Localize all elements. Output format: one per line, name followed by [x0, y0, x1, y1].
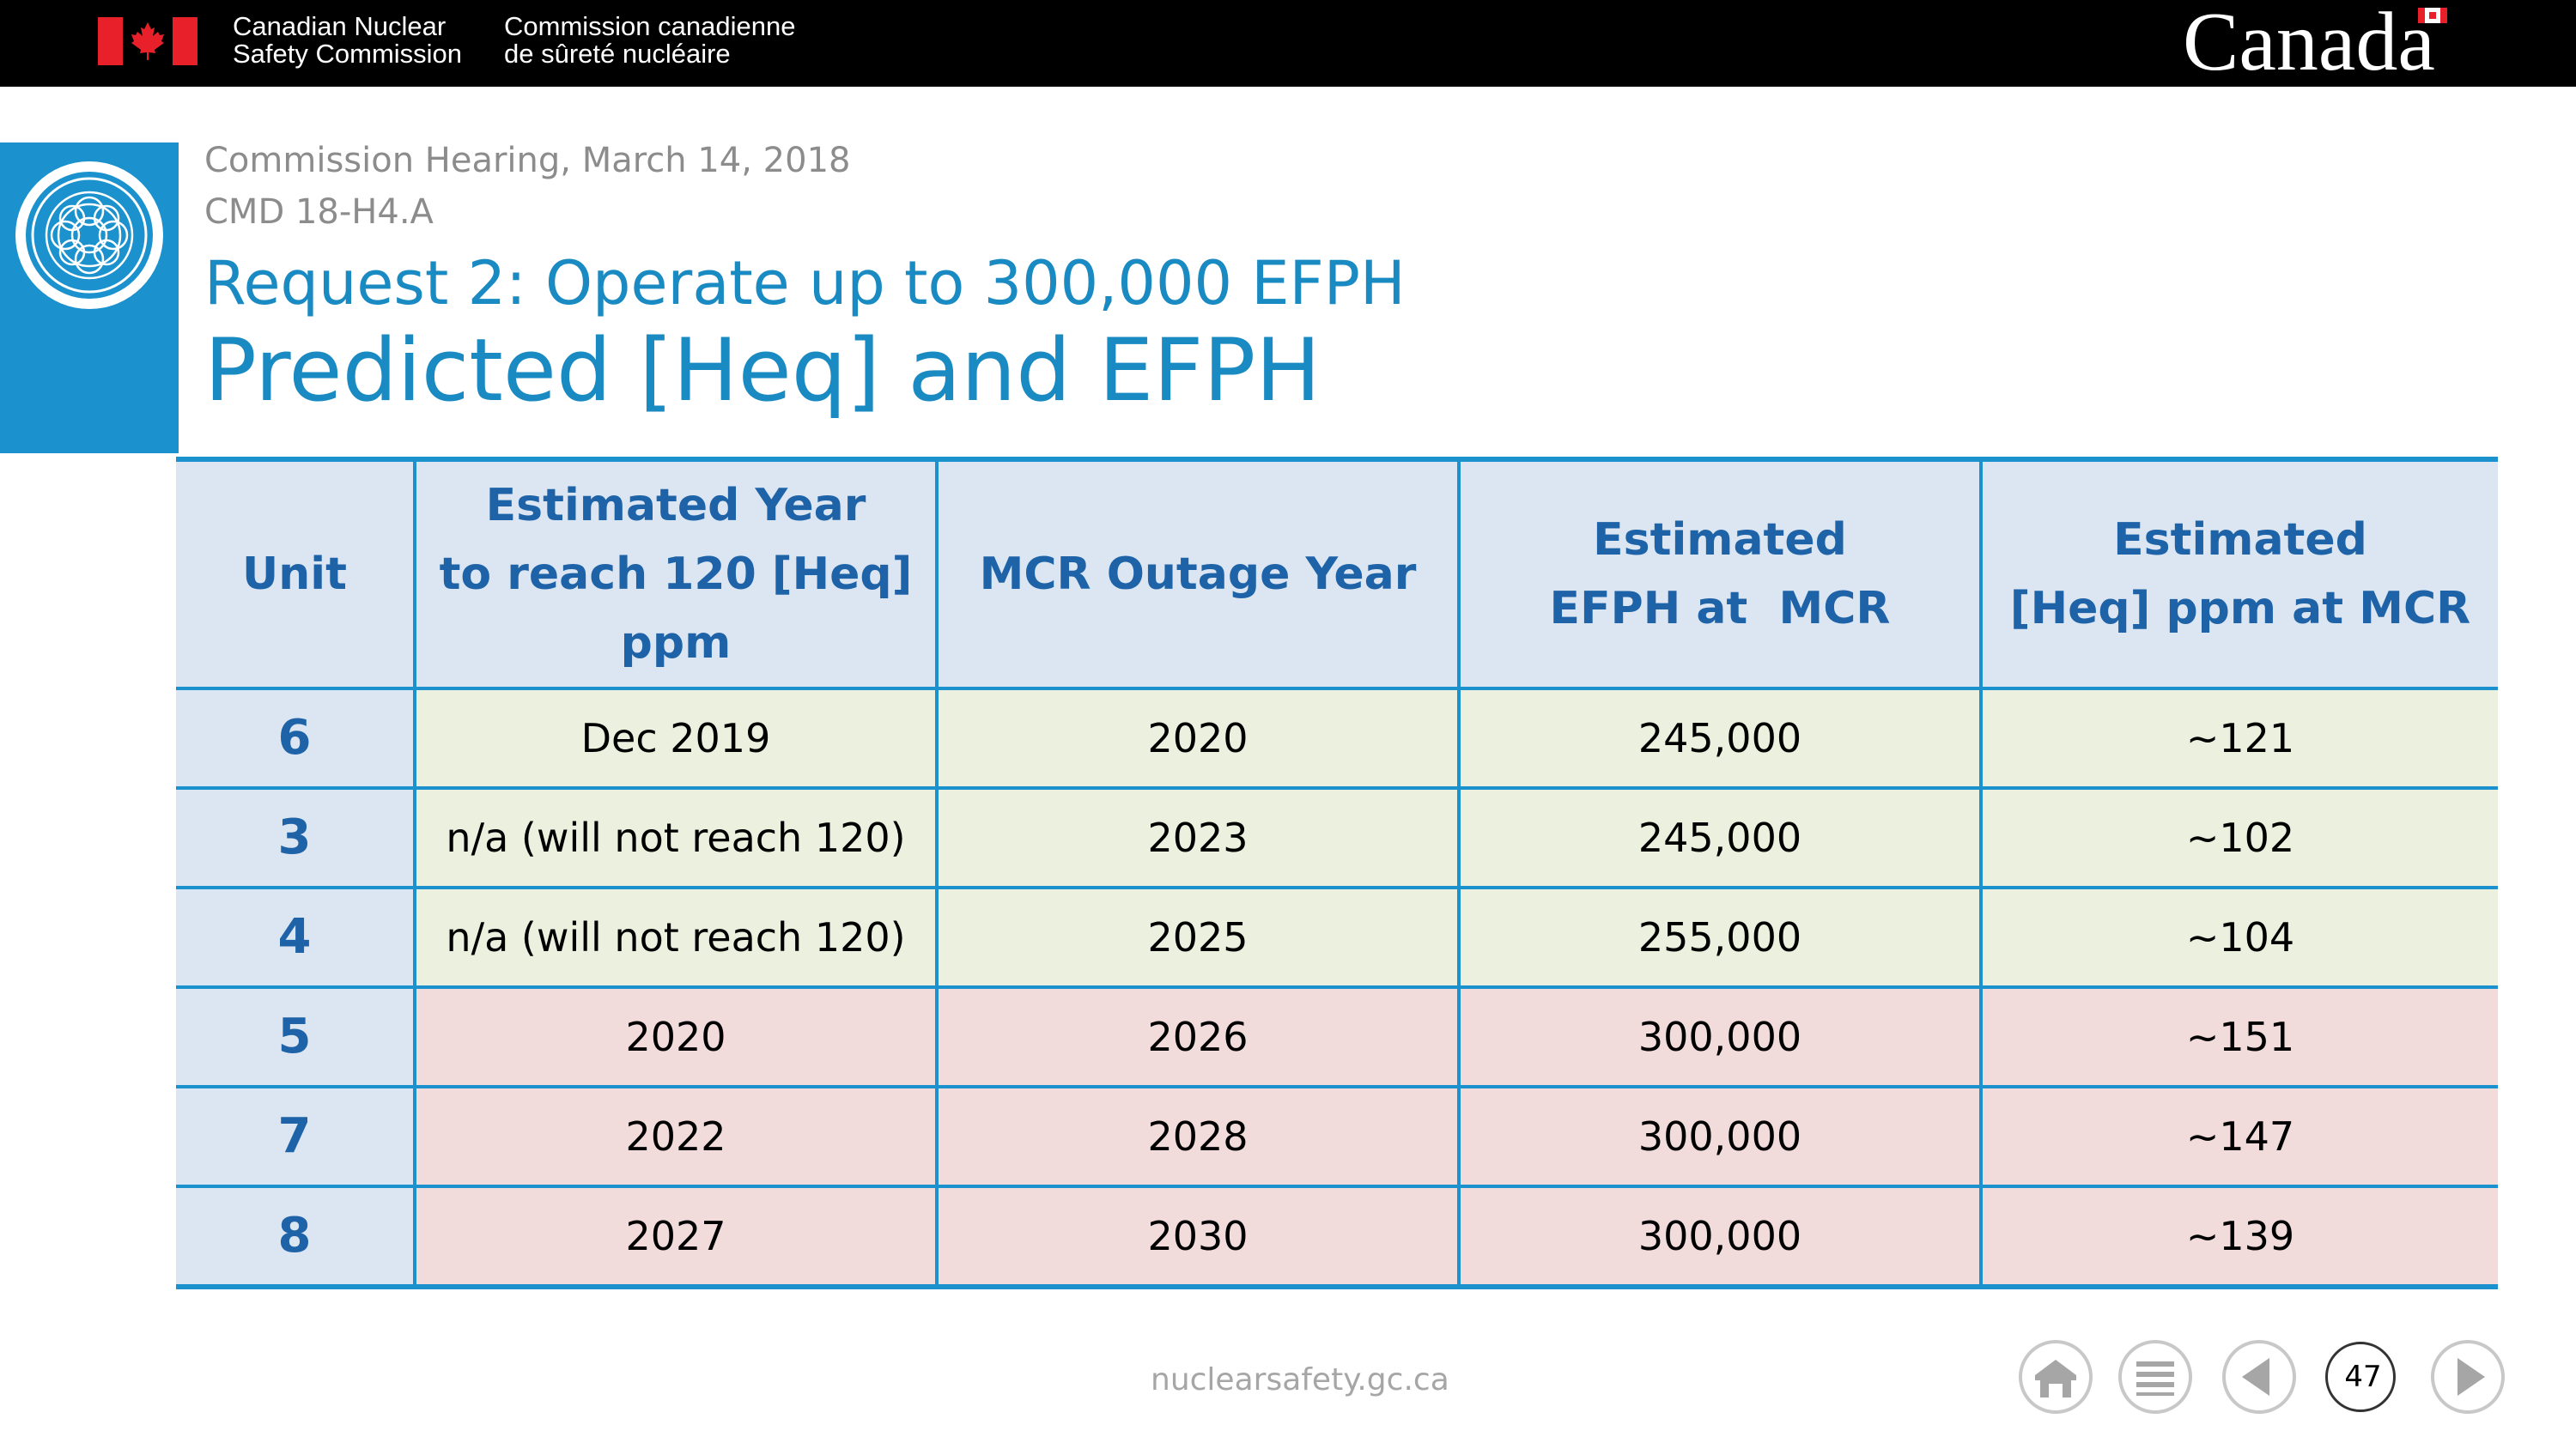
table-row: 8 2027 2030 300,000 ~139 [176, 1184, 2498, 1290]
home-icon [2019, 1340, 2093, 1414]
next-icon [2431, 1340, 2505, 1414]
table-row: 4 n/a (will not reach 120) 2025 255,000 … [176, 885, 2498, 989]
heq-cell: ~139 [1979, 1184, 2498, 1290]
efph-cell: 245,000 [1457, 687, 1983, 790]
header-line: to reach 120 [Heq] [439, 549, 913, 600]
column-header-estimated-year: Estimated Year to reach 120 [Heq] ppm [413, 457, 939, 690]
unit-cell: 7 [176, 1084, 416, 1188]
unit-cell: 5 [176, 985, 416, 1088]
heq-cell: ~102 [1979, 785, 2498, 889]
efph-cell: 255,000 [1457, 885, 1983, 989]
efph-cell: 245,000 [1457, 785, 1983, 889]
slide-title: Predicted [Heq] and EFPH [204, 319, 1321, 421]
menu-button[interactable] [2117, 1339, 2193, 1415]
unit-cell: 3 [176, 785, 416, 889]
slide-subtitle: Request 2: Operate up to 300,000 EFPH [204, 248, 1406, 318]
header-line: Estimated [2113, 514, 2367, 566]
header-line: ppm [620, 617, 732, 669]
efph-cell: 300,000 [1457, 1184, 1983, 1290]
mcr-year-cell: 2020 [935, 687, 1461, 790]
previous-icon [2222, 1340, 2296, 1414]
header-line: EFPH at MCR [1549, 583, 1891, 634]
hearing-date: Commission Hearing, March 14, 2018 [204, 141, 851, 180]
wordmark-flag-icon [2418, 8, 2447, 23]
mcr-year-cell: 2028 [935, 1084, 1461, 1188]
org-name-english: Canadian Nuclear Safety Commission [233, 13, 462, 68]
year-120-cell: n/a (will not reach 120) [413, 785, 939, 889]
heq-cell: ~104 [1979, 885, 2498, 989]
canada-wordmark: Canada [2183, 0, 2435, 88]
unit-cell: 6 [176, 687, 416, 790]
mcr-year-cell: 2030 [935, 1184, 1461, 1290]
heq-cell: ~121 [1979, 687, 2498, 790]
table-row: 6 Dec 2019 2020 245,000 ~121 [176, 687, 2498, 790]
efph-cell: 300,000 [1457, 1084, 1983, 1188]
year-120-cell: 2020 [413, 985, 939, 1088]
home-button[interactable] [2018, 1339, 2093, 1415]
table-row: 7 2022 2028 300,000 ~147 [176, 1084, 2498, 1188]
mcr-year-cell: 2026 [935, 985, 1461, 1088]
year-120-cell: Dec 2019 [413, 687, 939, 790]
cnsc-seal-icon [15, 161, 163, 309]
cmd-number: CMD 18-H4.A [204, 192, 434, 232]
unit-cell: 4 [176, 885, 416, 989]
unit-cell: 8 [176, 1184, 416, 1290]
heq-efph-table: Unit Estimated Year to reach 120 [Heq] p… [176, 457, 2498, 1290]
column-header-unit: Unit [176, 457, 416, 690]
canada-flag-icon [98, 17, 197, 65]
year-120-cell: 2022 [413, 1084, 939, 1188]
table-row: 3 n/a (will not reach 120) 2023 245,000 … [176, 785, 2498, 889]
year-120-cell: n/a (will not reach 120) [413, 885, 939, 989]
page-number-indicator: 47 [2325, 1342, 2396, 1412]
column-header-estimated-efph: Estimated EFPH at MCR [1457, 457, 1983, 690]
org-name-en-line2: Safety Commission [233, 39, 463, 69]
table-row: 5 2020 2026 300,000 ~151 [176, 985, 2498, 1088]
org-name-french: Commission canadienne de sûreté nucléair… [504, 13, 795, 68]
org-name-fr-line2: de sûreté nucléaire [504, 39, 731, 69]
efph-cell: 300,000 [1457, 985, 1983, 1088]
next-slide-button[interactable] [2430, 1339, 2506, 1415]
heq-cell: ~151 [1979, 985, 2498, 1088]
footer-website-link[interactable]: nuclearsafety.gc.ca [1151, 1362, 1449, 1397]
column-header-estimated-heq: Estimated [Heq] ppm at MCR [1979, 457, 2498, 690]
mcr-year-cell: 2023 [935, 785, 1461, 889]
header-line: Estimated [1593, 514, 1847, 566]
header-line: Estimated Year [485, 480, 866, 531]
government-banner: Canadian Nuclear Safety Commission Commi… [0, 0, 2576, 88]
page-number: 47 [2344, 1360, 2382, 1394]
header-line: [Heq] ppm at MCR [2009, 583, 2471, 634]
heq-cell: ~147 [1979, 1084, 2498, 1188]
org-name-fr-line1: Commission canadienne [504, 11, 796, 41]
year-120-cell: 2027 [413, 1184, 939, 1290]
commission-badge [0, 142, 179, 453]
mcr-year-cell: 2025 [935, 885, 1461, 989]
previous-slide-button[interactable] [2221, 1339, 2297, 1415]
column-header-mcr-outage-year: MCR Outage Year [935, 457, 1461, 690]
org-name-en-line1: Canadian Nuclear [233, 11, 447, 41]
menu-icon [2118, 1340, 2192, 1414]
table-header-row: Unit Estimated Year to reach 120 [Heq] p… [176, 457, 2498, 690]
